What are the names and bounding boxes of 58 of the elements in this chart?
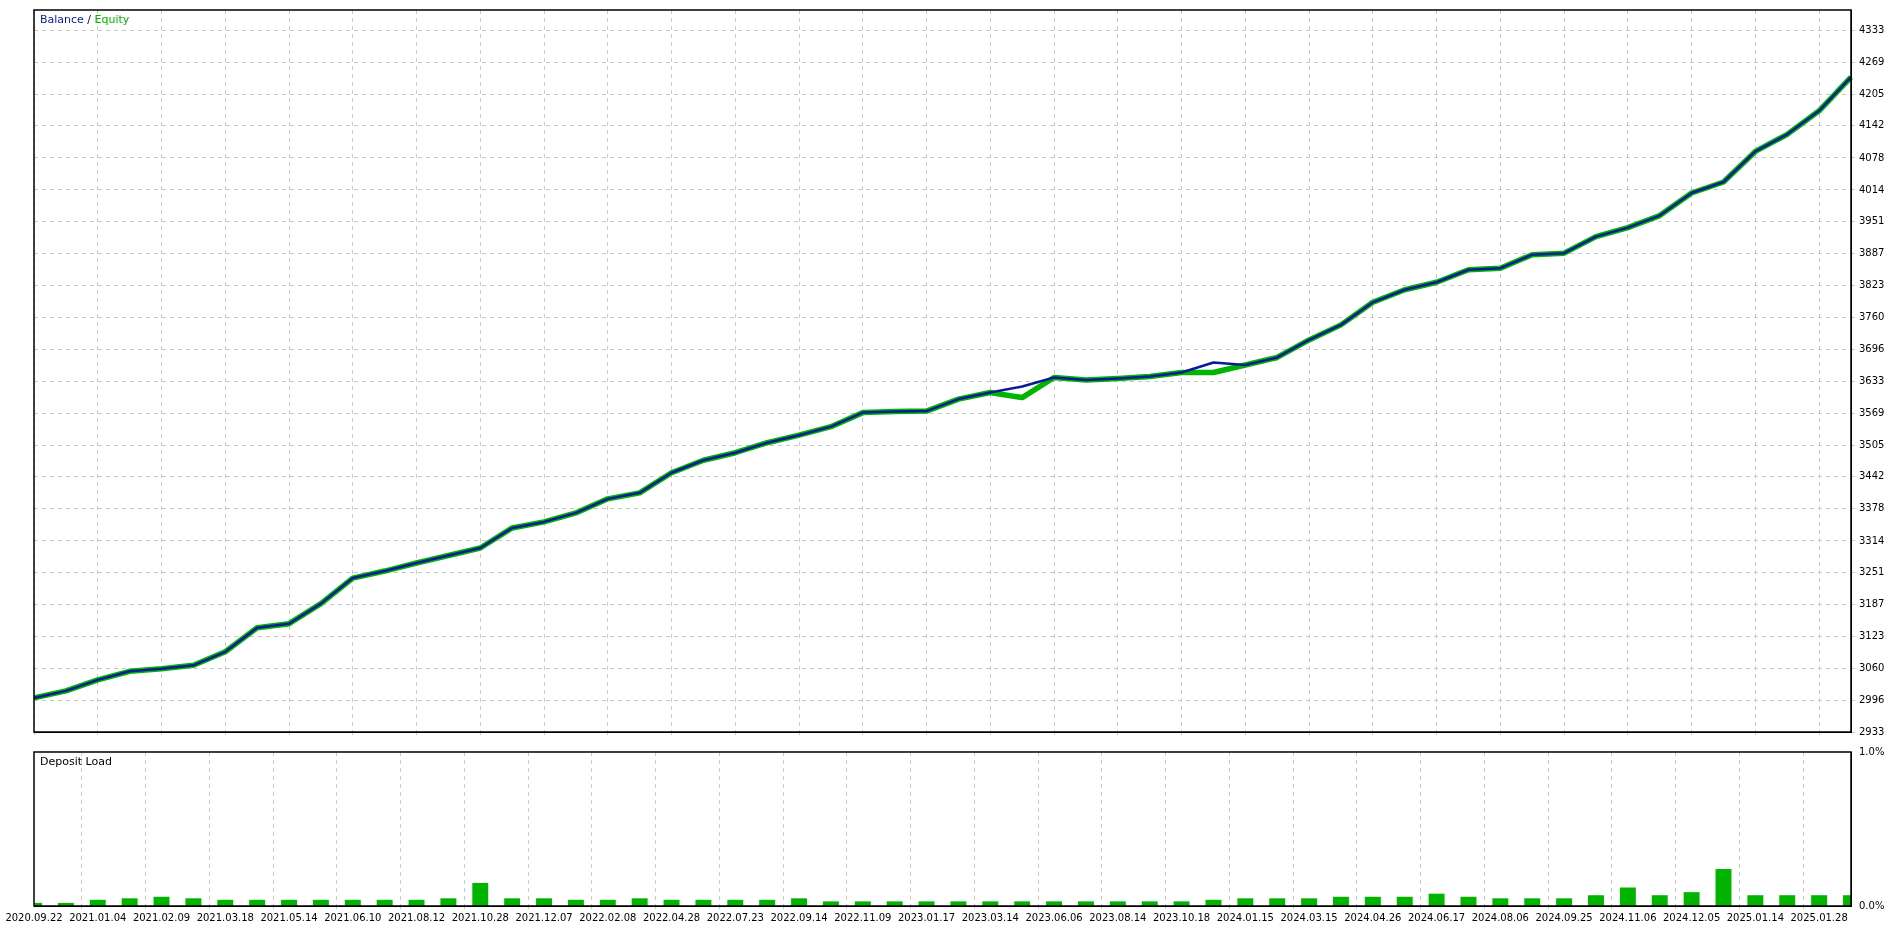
x-tick-label: 2022.11.09 [834, 911, 892, 923]
y-tick-label: 3951 [1859, 215, 1885, 227]
x-tick-label: 2025.01.28 [1790, 911, 1848, 923]
y-tick-label: 4078 [1859, 151, 1885, 163]
y-tick-label: 3505 [1859, 438, 1885, 450]
x-tick-label: 2023.10.18 [1152, 911, 1211, 923]
x-tick-label: 2024.12.05 [1662, 911, 1721, 923]
y-tick-label: 4333 [1859, 23, 1885, 35]
x-tick-label: 2022.04.28 [642, 911, 701, 923]
y-tick-label: 4014 [1859, 183, 1885, 195]
x-tick-label: 2021.05.14 [260, 911, 318, 923]
y-tick-label: 3823 [1859, 279, 1885, 291]
annotation: / [83, 13, 95, 27]
x-tick-label: 2025.01.14 [1726, 911, 1784, 923]
y-tick-label: 1.0% [1859, 745, 1885, 757]
y-tick-label: 3378 [1859, 502, 1885, 514]
y-tick-label: 3633 [1859, 374, 1885, 386]
x-tick-label: 2024.08.06 [1471, 911, 1529, 923]
y-tick-label: 3887 [1859, 247, 1885, 259]
x-tick-label: 2021.08.12 [387, 911, 446, 923]
x-tick-label: 2024.06.17 [1407, 911, 1466, 923]
text: Balance [40, 13, 85, 27]
x-tick-label: 2021.03.18 [196, 911, 254, 923]
y-tick-label: 3251 [1859, 566, 1885, 578]
x-tick-label: 2024.03.15 [1280, 911, 1338, 923]
y-tick-label: 3060 [1859, 661, 1885, 673]
y-tick-label: 3442 [1859, 470, 1885, 482]
y-tick-label: 0.0% [1859, 899, 1885, 911]
y-tick-label: 3696 [1859, 343, 1885, 355]
x-tick-label: 2024.01.15 [1216, 911, 1274, 923]
x-tick-label: 2022.09.14 [770, 911, 828, 923]
y-tick-label: 4205 [1859, 87, 1885, 99]
x-tick-label: 2024.04.26 [1344, 911, 1402, 923]
x-tick-label: 2021.02.09 [132, 911, 191, 923]
y-tick-label: 4142 [1859, 119, 1885, 131]
y-tick-label: 3123 [1859, 630, 1885, 642]
x-tick-label: 2021.01.04 [69, 911, 127, 923]
y-tick-label: 2933 [1859, 725, 1885, 737]
chart-title: Deposit Load [40, 755, 112, 769]
x-tick-label: 2023.01.17 [897, 911, 956, 923]
x-tick-label: 2021.10.28 [451, 911, 509, 923]
y-tick-label: 3569 [1859, 406, 1885, 418]
x-tick-label: 2023.08.14 [1089, 911, 1147, 923]
x-tick-label: 2022.07.23 [706, 911, 764, 923]
x-tick-label: 2021.06.10 [324, 911, 382, 923]
y-tick-label: 4269 [1859, 55, 1885, 67]
y-tick-label: 3760 [1859, 310, 1885, 322]
x-tick-label: 2024.09.25 [1535, 911, 1593, 923]
x-tick-label: 2022.02.08 [579, 911, 637, 923]
y-tick-label: 3187 [1859, 598, 1885, 610]
x-tick-label: 2023.06.06 [1025, 911, 1083, 923]
x-tick-label: 2024.11.06 [1599, 911, 1657, 923]
x-tick-label: 2020.09.22 [5, 911, 63, 923]
x-tick-label: 2021.12.07 [515, 911, 573, 923]
x-tick-label: 2023.03.14 [961, 911, 1019, 923]
y-tick-label: 3314 [1859, 534, 1885, 546]
text: Equity [94, 13, 130, 27]
y-tick-label: 2996 [1859, 694, 1885, 706]
